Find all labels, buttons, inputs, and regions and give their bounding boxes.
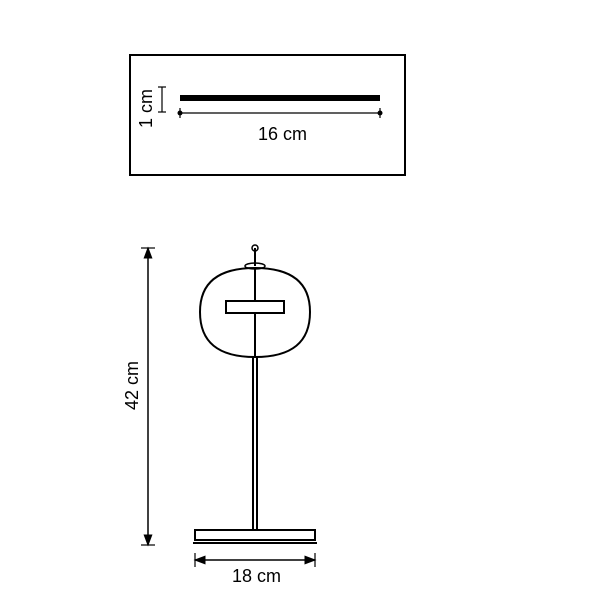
dim-width-18cm-label: 18 cm bbox=[232, 566, 281, 586]
top-view-box: 1 cm 16 cm bbox=[130, 55, 405, 175]
lamp-base bbox=[193, 530, 317, 543]
dimension-drawing: 1 cm 16 cm 42 cm bbox=[0, 0, 600, 600]
lamp-globe bbox=[200, 268, 310, 357]
side-view: 42 cm 18 cm bbox=[122, 245, 317, 586]
globe-inner-band bbox=[226, 301, 284, 313]
dim-height-42cm-label: 42 cm bbox=[122, 361, 142, 410]
lamp-finial bbox=[245, 245, 265, 269]
dim-height-42cm: 42 cm bbox=[122, 248, 155, 545]
lamp-stem bbox=[253, 357, 257, 530]
dim-width-16cm-label: 16 cm bbox=[258, 124, 307, 144]
dim-height-1cm-label: 1 cm bbox=[136, 89, 156, 128]
dim-width-18cm: 18 cm bbox=[195, 553, 315, 586]
dim-height-1cm: 1 cm bbox=[136, 87, 166, 128]
dim-width-16cm: 16 cm bbox=[178, 108, 383, 144]
top-view-frame bbox=[130, 55, 405, 175]
top-view-bar bbox=[180, 95, 380, 101]
